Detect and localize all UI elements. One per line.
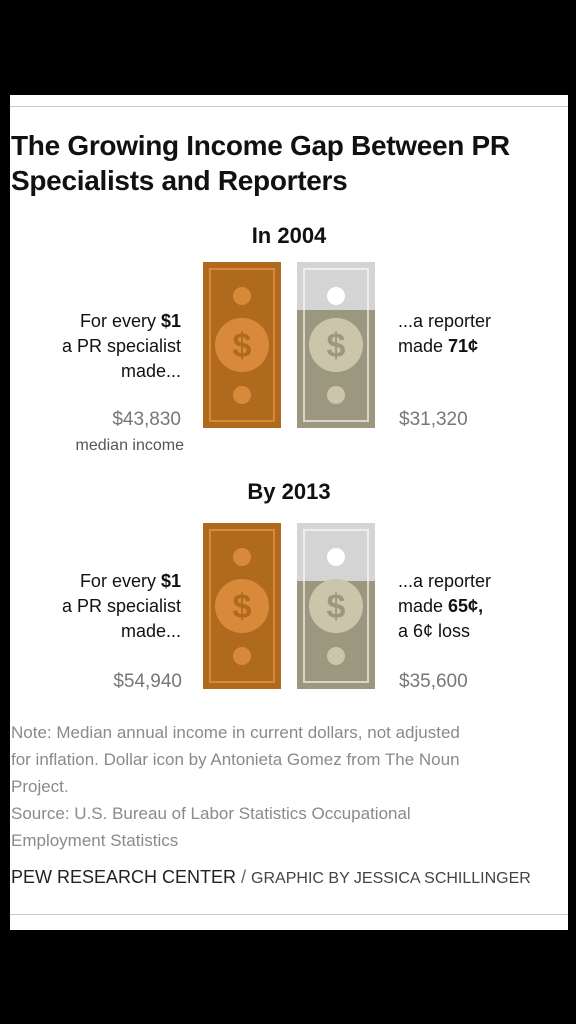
year-label-2013: By 2013: [247, 479, 331, 504]
svg-text:$: $: [233, 327, 252, 365]
year-label-2004: In 2004: [251, 223, 327, 248]
pr-amount-2013: $54,940: [113, 671, 182, 692]
reporter-amount-2004: $31,320: [399, 409, 468, 430]
median-income-label: median income: [75, 437, 185, 454]
dollar-icon-pr-2004: $: [203, 262, 281, 428]
dollar-icon-pr-2013: $: [203, 523, 281, 689]
pr-text-2013: For every $1 a PR specialist made...: [61, 571, 181, 641]
pr-amount-2004: $43,830: [112, 409, 181, 430]
chart-title: The Growing Income Gap Between PR Specia…: [11, 130, 510, 196]
infographic-card: The Growing Income Gap Between PR Specia…: [10, 95, 568, 930]
pr-text-2004: For every $1 a PR specialist made...: [61, 311, 181, 381]
bottom-rule: [10, 914, 568, 915]
svg-text:$: $: [233, 588, 252, 626]
top-rule: [10, 106, 568, 107]
org-name: PEW RESEARCH CENTER: [11, 867, 237, 887]
footer: PEW RESEARCH CENTER / GRAPHIC BY JESSICA…: [11, 867, 531, 888]
footer-separator: /: [236, 867, 252, 887]
svg-text:$: $: [327, 327, 346, 365]
reporter-text-2013: ...a reporter made 65¢, a 6¢ loss: [398, 571, 492, 641]
dollar-icon-reporter-2013: $: [297, 523, 375, 689]
dollar-icon-reporter-2004: $: [297, 262, 375, 428]
svg-text:$: $: [327, 588, 346, 626]
graphic-credit: GRAPHIC BY JESSICA SCHILLINGER: [251, 870, 531, 887]
reporter-text-2004: ...a reporter made 71¢: [398, 311, 492, 356]
reporter-amount-2013: $35,600: [399, 671, 468, 692]
note-text: Note: Median annual income in current do…: [11, 723, 460, 850]
